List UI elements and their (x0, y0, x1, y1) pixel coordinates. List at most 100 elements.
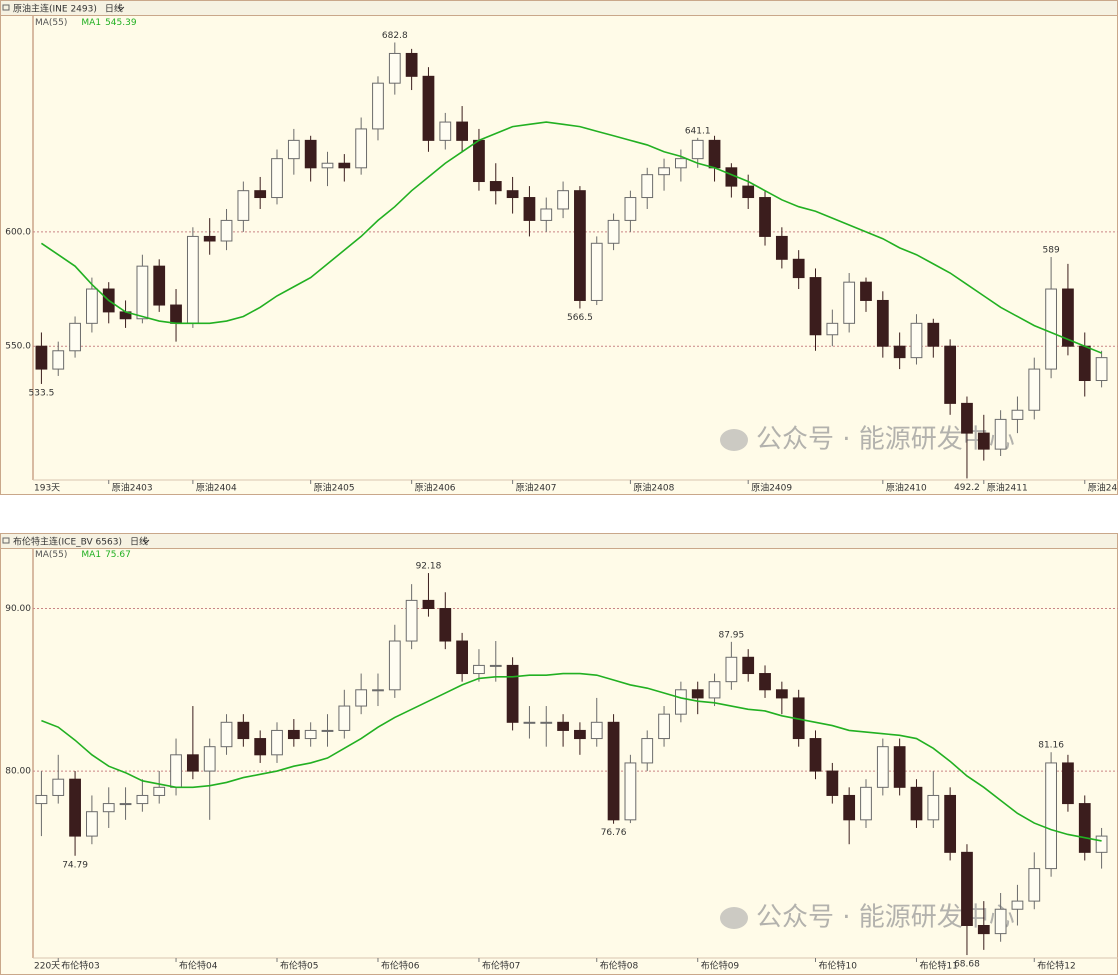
candle-body (574, 729, 586, 740)
candle-body (876, 746, 889, 788)
candle-body (826, 322, 839, 336)
watermark: 公众号 · 能源研发中心 (756, 425, 1015, 455)
candle-body (775, 689, 788, 699)
panel-header (0, 0, 1118, 16)
candle-body (119, 803, 132, 806)
candle-body (691, 139, 704, 160)
candle-body (994, 418, 1007, 450)
candle-body (271, 158, 283, 199)
candle-body (540, 721, 553, 724)
candle-body (439, 608, 452, 642)
candle-body (590, 242, 603, 301)
candle-body (759, 197, 771, 237)
indicator-selector[interactable]: MA(55) (35, 18, 67, 28)
candle-body (237, 721, 250, 740)
candle-body (961, 851, 973, 926)
candle-body (321, 729, 334, 732)
candle-body (742, 185, 755, 199)
extreme-label: 589 (1043, 246, 1060, 256)
extreme-label: 92.18 (416, 562, 442, 572)
x-tick-label: 布伦特04 (179, 960, 218, 972)
x-tick-label: 布伦特12 (1037, 960, 1075, 972)
candle-body (893, 345, 906, 359)
candle-body (304, 729, 317, 740)
candle-body (186, 754, 199, 772)
candle-body (489, 664, 502, 667)
ma-line (41, 672, 1102, 842)
period-selector[interactable]: 日线 (130, 535, 148, 547)
x-tick-label: 布伦特08 (600, 960, 639, 972)
x-tick-label: 原油2412 (1088, 482, 1118, 494)
watermark-icon (720, 429, 748, 451)
candle-body (927, 794, 940, 821)
extreme-label: 641.1 (685, 126, 711, 136)
candle-body (910, 786, 923, 821)
panel (0, 533, 1118, 975)
candle-body (372, 689, 384, 692)
candle-body (557, 721, 569, 731)
legend-name: MA1 (81, 550, 101, 560)
y-tick-label: 90.00 (5, 604, 31, 614)
candle-body (1062, 288, 1074, 347)
y-tick-label: 550.0 (5, 342, 31, 352)
candle-body (843, 281, 856, 324)
extreme-label: 81.16 (1038, 741, 1064, 751)
y-tick-label: 600.0 (5, 227, 31, 237)
x-tick-label: 布伦特11 (919, 960, 957, 972)
candle-body (254, 738, 267, 756)
candle-body (304, 139, 317, 169)
candle-body (170, 304, 182, 324)
candle-body (506, 664, 519, 723)
candle-body (557, 190, 569, 210)
candle-body (1011, 409, 1024, 420)
candle-body (473, 139, 485, 183)
candle-body (725, 656, 738, 683)
chart-header: 原油主连(INE 2493) 日线 (13, 2, 123, 14)
candle-body (792, 258, 805, 279)
period-selector[interactable]: 日线 (105, 2, 123, 14)
candle-body (1078, 345, 1091, 382)
chart-title: 布伦特主连(ICE_BV 6563) (13, 535, 122, 547)
legend-name: MA1 (81, 18, 101, 28)
candle-body (1011, 900, 1024, 910)
candle-body (742, 656, 755, 675)
candle-body (355, 128, 368, 169)
candle-body (910, 322, 923, 359)
candle-body (893, 746, 906, 788)
candle-body (977, 924, 990, 935)
candle-body (405, 52, 418, 77)
x-tick-label: 原油2404 (196, 482, 237, 494)
candle-body (574, 190, 586, 301)
x-tick-label: 原油2411 (987, 482, 1028, 494)
candle-body (388, 640, 401, 691)
legend-value: 545.39 (105, 18, 137, 28)
candle-body (456, 640, 469, 675)
x-tick-label: 原油2405 (314, 482, 355, 494)
candle-body (809, 277, 822, 336)
candle-body (624, 762, 637, 821)
candle-body (1028, 368, 1041, 411)
chart-header: 布伦特主连(ICE_BV 6563) 日线 (13, 535, 148, 547)
dropdown-caret (117, 6, 125, 11)
x-tick-label: 原油2407 (516, 482, 557, 494)
candle-body (170, 754, 182, 788)
legend-value: 75.67 (105, 550, 131, 560)
candle-body (102, 803, 115, 813)
candle-body (674, 158, 687, 169)
candle-body (523, 721, 536, 724)
candle-body (826, 770, 839, 796)
candle-body (708, 681, 721, 699)
watermark-icon (720, 907, 748, 929)
legend: MA(55) MA1 545.39 (35, 18, 137, 28)
candle-body (287, 729, 300, 740)
candle-body (641, 174, 654, 199)
candle-body (153, 786, 166, 796)
indicator-selector[interactable]: MA(55) (35, 550, 67, 560)
candle-body (809, 738, 822, 772)
candle-body (674, 689, 687, 715)
panel (0, 0, 1118, 495)
candle-body (220, 721, 233, 748)
candle-body (523, 197, 536, 221)
candle-body (271, 729, 283, 756)
x-tick-label: 布伦特07 (482, 960, 520, 972)
